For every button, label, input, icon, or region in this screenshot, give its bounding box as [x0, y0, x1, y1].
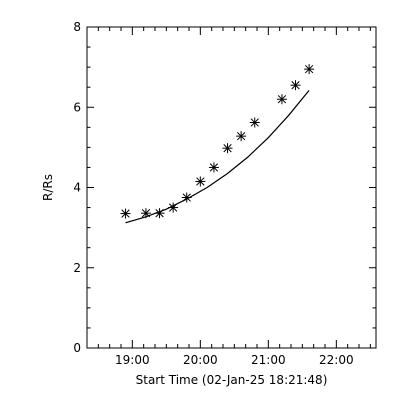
data-point	[208, 162, 219, 173]
tick-labels: 0 2 4 6 8 19:00 20:00 21:00 22:00	[73, 20, 353, 367]
data-point	[181, 192, 192, 203]
data-point	[290, 80, 301, 91]
data-point-stroke	[141, 209, 151, 218]
data-point-stroke	[250, 118, 259, 127]
data-point	[222, 143, 233, 154]
data-points	[120, 64, 315, 219]
data-point	[236, 131, 247, 142]
data-point-stroke	[168, 203, 178, 212]
data-point-stroke	[223, 144, 232, 153]
plot-border	[86, 26, 377, 349]
fit-line-group	[125, 90, 310, 224]
x-tick-label: 19:00	[115, 353, 150, 367]
plot-frame	[86, 26, 377, 349]
data-point	[276, 94, 287, 105]
y-tick-label: 0	[73, 341, 81, 355]
fit-line	[125, 90, 310, 224]
y-axis-label: R/Rs	[41, 174, 55, 201]
data-point	[195, 176, 206, 187]
x-axis-label: Start Time (02-Jan-25 18:21:48)	[136, 373, 328, 387]
y-tick-label: 6	[73, 100, 81, 114]
y-tick-label: 2	[73, 261, 81, 275]
data-point-stroke	[155, 209, 164, 218]
data-point-stroke	[291, 81, 300, 90]
data-point	[168, 202, 179, 213]
data-point	[154, 208, 165, 219]
y-tick-label: 4	[73, 181, 81, 195]
data-point	[120, 208, 131, 219]
x-tick-label: 21:00	[251, 353, 286, 367]
data-point-stroke	[236, 131, 246, 141]
data-point-stroke	[277, 95, 287, 104]
y-tick-label: 8	[73, 20, 81, 34]
data-point	[140, 208, 151, 219]
axis-ticks	[86, 26, 376, 349]
data-point-stroke	[304, 64, 314, 74]
data-point	[304, 64, 315, 75]
x-tick-label: 22:00	[319, 353, 354, 367]
data-point-stroke	[121, 209, 130, 218]
x-tick-label: 20:00	[183, 353, 218, 367]
data-point-stroke	[196, 177, 205, 186]
data-point	[249, 117, 260, 128]
data-point-stroke	[209, 163, 219, 172]
data-point-stroke	[182, 193, 191, 202]
